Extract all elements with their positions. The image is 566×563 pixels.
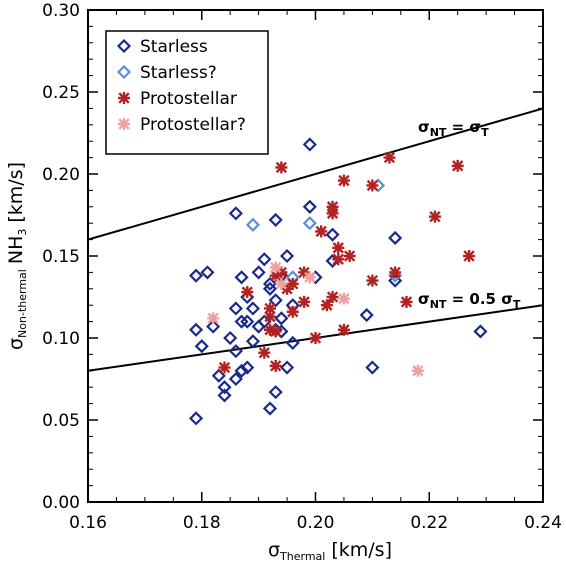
point-2-6 [270,325,282,337]
point-2-1 [241,286,253,298]
point-2-21 [344,250,356,262]
point-2-7 [270,360,282,372]
annot1-eq: = [446,118,469,136]
point-2-17 [327,291,339,303]
point-3-5 [412,365,424,377]
point-2-28 [264,302,276,314]
y-title-species-sub: 3 [16,229,29,236]
annot1-sub: NT [430,126,447,139]
annotation-line-equal: σNT = σT [418,118,489,139]
annot2-rhs: σ [501,290,513,308]
annot2-eq: = 0.5 [446,290,501,308]
y-title-unit: [km/s] [5,162,27,223]
legend-marker-3 [118,118,130,130]
point-2-2 [258,347,270,359]
point-2-18 [332,242,344,254]
point-2-0 [219,362,231,374]
point-2-19 [338,175,350,187]
point-2-11 [287,278,299,290]
annot1-sym: σ [418,118,430,136]
x-tick-label-1: 0.18 [183,513,221,533]
x-tick-label-2: 0.20 [297,513,335,533]
point-2-24 [401,296,413,308]
point-2-12 [298,296,310,308]
point-3-4 [338,293,350,305]
y-title-sub: Non-thermal [16,269,29,338]
point-2-26 [452,160,464,172]
x-title-unit: [km/s] [331,539,392,561]
legend-marker-2 [118,92,130,104]
point-3-2 [275,278,287,290]
point-2-23 [383,152,395,164]
y-tick-label-0: 0.00 [42,493,80,513]
x-title-sub: Thermal [279,550,325,563]
point-3-3 [304,271,316,283]
point-2-34 [389,266,401,278]
x-tick-label-3: 0.22 [410,513,448,533]
annot2-rhs-sub: T [513,298,521,311]
y-tick-label-6: 0.30 [42,1,80,21]
point-3-1 [270,261,282,273]
legend: Starless Starless? Protostellar Protoste… [106,31,268,154]
annot1-rhs: σ [469,118,481,136]
legend-label-protostellar: Protostellar [140,89,237,109]
x-tick-label-4: 0.24 [524,513,562,533]
point-2-31 [321,299,333,311]
point-2-16 [327,207,339,219]
point-2-25 [429,211,441,223]
point-2-27 [463,250,475,262]
point-2-32 [332,253,344,265]
legend-label-starless-uncertain: Starless? [140,63,217,83]
point-2-29 [287,306,299,318]
point-2-13 [310,332,322,344]
point-2-20 [338,324,350,336]
y-tick-label-3: 0.15 [42,247,80,267]
point-2-33 [366,275,378,287]
y-tick-label-1: 0.05 [42,411,80,431]
annot1-rhs-sub: T [481,126,489,139]
point-2-22 [366,179,378,191]
annot2-sub: NT [430,298,447,311]
legend-label-protostellar-uncertain: Protostellar? [140,115,246,135]
y-tick-label-5: 0.25 [42,83,80,103]
y-title-species: NH [5,236,27,265]
y-title-symbol: σ [5,338,27,350]
annot2-sym: σ [418,290,430,308]
x-tick-label-0: 0.16 [69,513,107,533]
point-2-14 [315,225,327,237]
legend-label-starless: Starless [140,37,208,57]
x-title-symbol: σ [268,539,280,561]
y-tick-label-4: 0.20 [42,165,80,185]
point-2-8 [275,161,287,173]
point-3-0 [207,312,219,324]
y-tick-label-2: 0.10 [42,329,80,349]
